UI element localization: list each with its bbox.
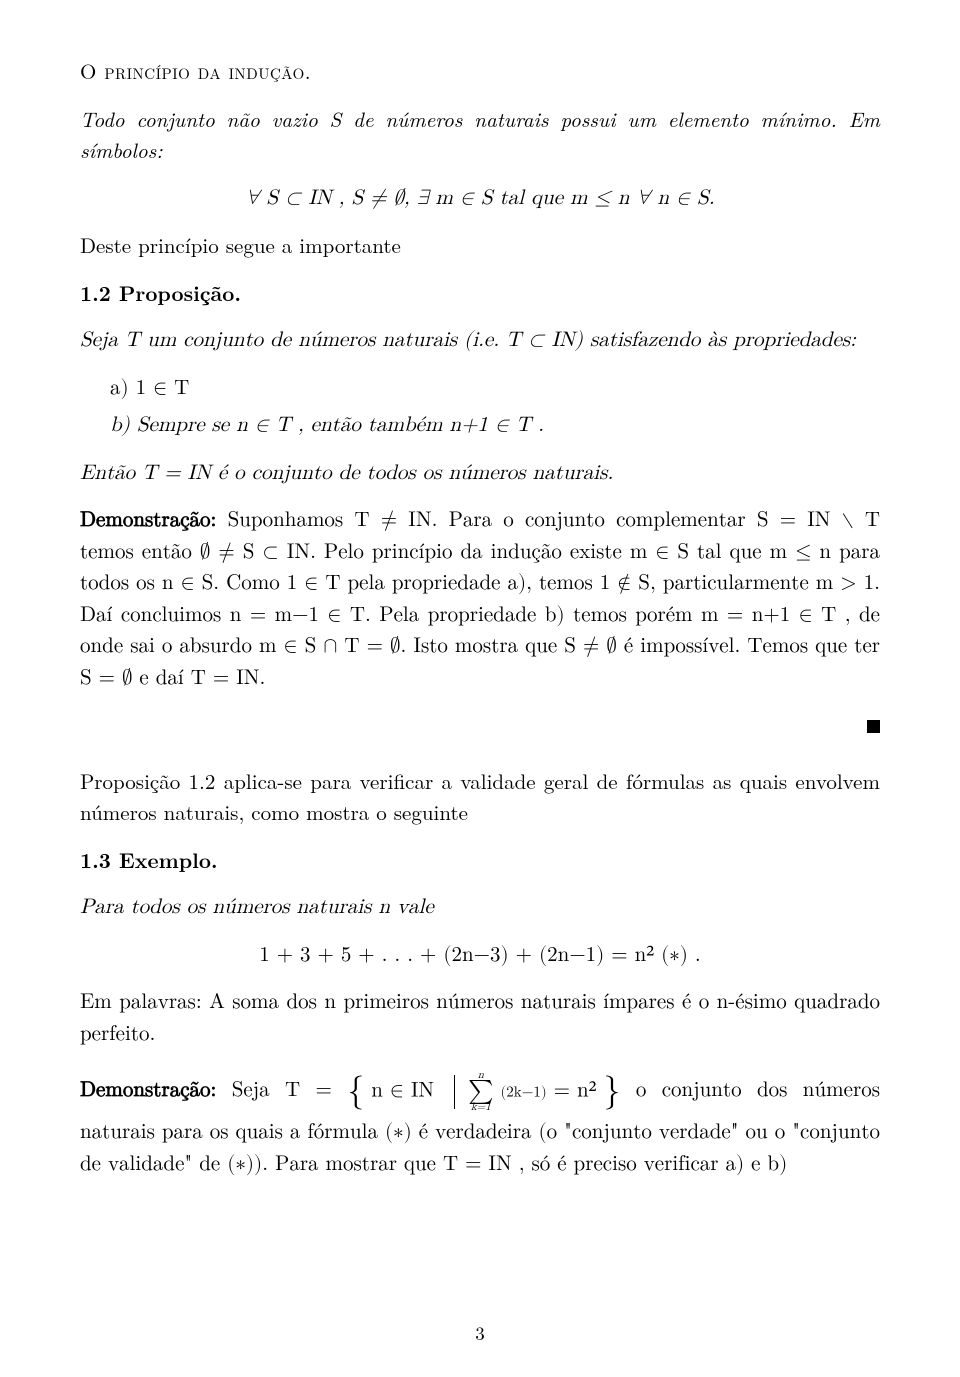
example-formula: 1 + 3 + 5 + . . . + (2n−3) + (2n−1) = n²… bbox=[80, 940, 880, 972]
intro-paragraph: Todo conjunto não vazio S de números nat… bbox=[80, 104, 880, 167]
proposition-item-a: a) 1 ∈ T bbox=[110, 373, 880, 405]
after-proof: Proposição 1.2 aplica-se para verificar … bbox=[80, 766, 880, 829]
proof-body: Suponhamos T ≠ IN. Para o conjunto compl… bbox=[80, 510, 880, 689]
proof2-line1a: Seja T = bbox=[232, 1080, 347, 1101]
proof-paragraph: Demonstração: Suponhamos T ≠ IN. Para o … bbox=[80, 505, 880, 694]
item-a-text: a) 1 ∈ T bbox=[110, 378, 189, 399]
proposition-conclusion: Então T = IN é o conjunto de todos os nú… bbox=[80, 458, 880, 490]
example-label: 1.3 Exemplo. bbox=[80, 845, 218, 875]
intro-after: Deste princípio segue a importante bbox=[80, 230, 880, 262]
proof2-label: Demonstração: bbox=[80, 1080, 216, 1101]
item-b-text: b) Sempre se n ∈ T , então também n+1 ∈ … bbox=[110, 415, 544, 436]
proof2-line1b: o conjunto dos números bbox=[636, 1080, 880, 1101]
proof2-line2: naturais para os quais a fórmula (∗) é v… bbox=[80, 1122, 880, 1175]
example-lead: Para todos os números naturais n vale bbox=[80, 892, 880, 924]
qed-icon bbox=[867, 720, 880, 733]
proposition-lead: Seja T um conjunto de números naturais (… bbox=[80, 325, 880, 357]
intro-text: Todo conjunto não vazio S de números nat… bbox=[80, 104, 880, 166]
qed-mark bbox=[80, 710, 880, 742]
proof-label: Demonstração: bbox=[80, 510, 216, 531]
proof2-set-expr: { n ∈ IN n ∑ k=1 (2k−1) = n² } bbox=[347, 1066, 620, 1117]
intro-formula: ∀ S ⊂ IN , S ≠ ∅, ∃ m ∈ S tal que m ≤ n … bbox=[80, 183, 880, 215]
page-number: 3 bbox=[0, 1319, 960, 1348]
section-heading: O princípio da indução. bbox=[80, 56, 880, 88]
example-words: Em palavras: A soma dos n primeiros núme… bbox=[80, 987, 880, 1050]
proposition-label: 1.2 Proposição. bbox=[80, 278, 241, 308]
conclusion-text: Então T = IN é o conjunto de todos os nú… bbox=[80, 463, 613, 484]
proof2-paragraph: Demonstração: Seja T = { n ∈ IN n ∑ k=1 … bbox=[80, 1066, 880, 1180]
proposition-item-b: b) Sempre se n ∈ T , então também n+1 ∈ … bbox=[110, 410, 880, 442]
